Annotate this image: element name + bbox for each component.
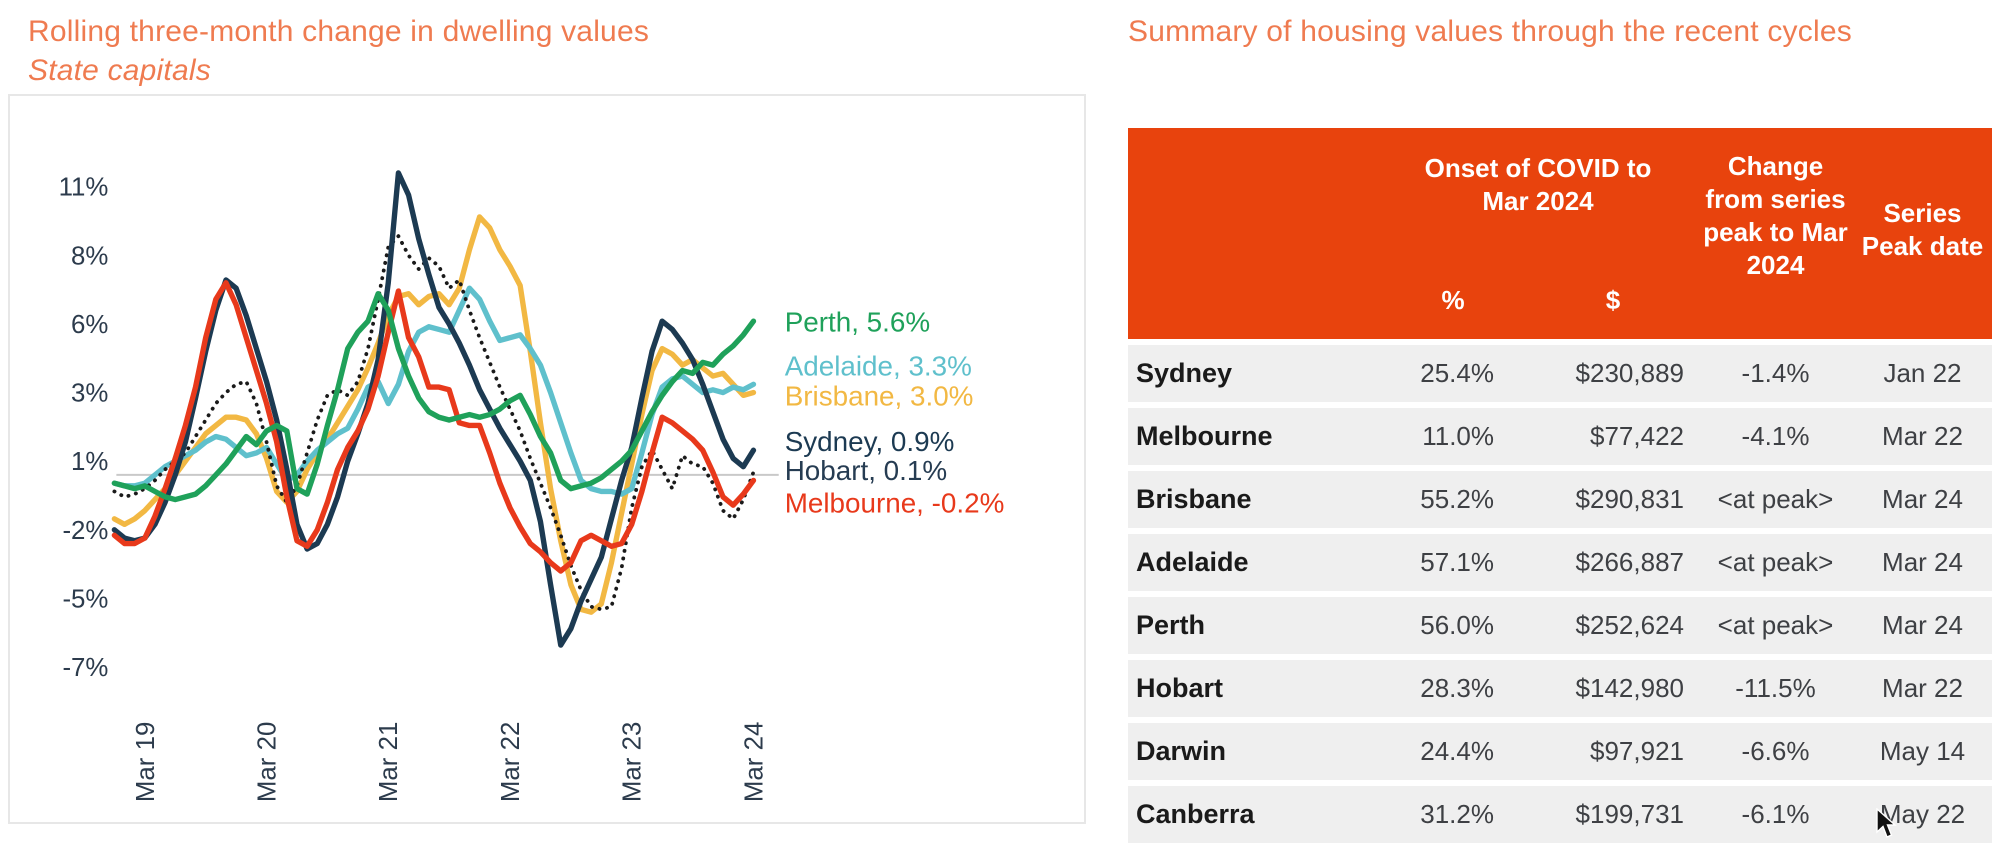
y-axis-tick: 11% [59, 174, 109, 202]
table-row-hobart: Hobart 28.3% $142,980 -11.5% Mar 22 [1128, 660, 1992, 717]
cell-pct: 11.0% [1422, 421, 1494, 451]
y-axis-tick: 6% [71, 311, 108, 339]
cell-dollar: $77,422 [1590, 421, 1684, 451]
legend-brisbane: Brisbane, 3.0% [785, 380, 974, 411]
cell-change: <at peak> [1717, 484, 1834, 514]
header-series-peak-date: Series Peak date [1861, 197, 1984, 261]
table-title: Summary of housing values through the re… [1128, 12, 1928, 51]
x-axis-tick: Mar 19 [132, 722, 160, 802]
x-axis-tick: Mar 24 [740, 722, 768, 802]
table-row-melbourne: Melbourne 11.0% $77,422 -4.1% Mar 22 [1128, 408, 1992, 465]
city-name: Canberra [1136, 799, 1255, 829]
x-axis-tick: Mar 20 [253, 722, 281, 802]
chart-subtitle: State capitals [28, 54, 211, 87]
city-name: Brisbane [1136, 484, 1252, 514]
cell-dollar: $142,980 [1575, 673, 1684, 703]
city-name: Adelaide [1136, 547, 1249, 577]
cell-pct: 31.2% [1420, 799, 1494, 829]
table-title-text: Summary of housing values through the re… [1128, 15, 1852, 48]
chart-title: Rolling three-month change in dwelling v… [28, 12, 1028, 90]
series-line-hobart [112, 234, 756, 612]
cell-change: -4.1% [1741, 421, 1810, 451]
cell-dollar: $199,731 [1575, 799, 1684, 829]
table-header: Onset of COVID to Mar 2024 % $ Change fr… [1128, 128, 1992, 339]
legend-perth: Perth, 5.6% [785, 307, 930, 338]
table-row-canberra: Canberra 31.2% $199,731 -6.1% May 22 [1128, 786, 1992, 843]
table-row-perth: Perth 56.0% $252,624 <at peak> Mar 24 [1128, 597, 1992, 654]
series-line-sydney [111, 170, 757, 648]
cell-dollar: $290,831 [1575, 484, 1684, 514]
legend-adelaide: Adelaide, 3.3% [785, 350, 972, 381]
table-row-sydney: Sydney 25.4% $230,889 -1.4% Jan 22 [1128, 345, 1992, 402]
cell-change: -11.5% [1735, 673, 1816, 703]
city-name: Hobart [1136, 673, 1223, 703]
cell-change: -1.4% [1741, 358, 1810, 388]
cell-dollar: $97,921 [1590, 736, 1684, 766]
cell-peak: May 14 [1879, 736, 1966, 766]
cell-peak: Mar 22 [1882, 421, 1963, 451]
y-axis-tick: 1% [71, 448, 108, 476]
chart-title-text: Rolling three-month change in dwelling v… [28, 15, 650, 48]
table-row-darwin: Darwin 24.4% $97,921 -6.6% May 14 [1128, 723, 1992, 780]
cell-pct: 24.4% [1420, 736, 1494, 766]
cell-change: -6.1% [1741, 799, 1810, 829]
cell-pct: 55.2% [1420, 484, 1494, 514]
header-onset-covid: Onset of COVID to Mar 2024 [1424, 153, 1652, 216]
cell-pct: 25.4% [1420, 358, 1494, 388]
header-change-from-peak: Change from series peak to Mar 2024 [1703, 151, 1848, 280]
cell-pct: 28.3% [1420, 673, 1494, 703]
legend-melbourne: Melbourne, -0.2% [785, 488, 1005, 519]
city-name: Perth [1136, 610, 1206, 640]
y-axis-tick: 8% [71, 242, 108, 270]
y-axis-tick: 3% [71, 380, 108, 408]
series-line-perth [111, 291, 757, 503]
legend-hobart: Hobart, 0.1% [785, 455, 947, 486]
mouse-cursor [1874, 807, 1900, 840]
cell-peak: Mar 22 [1882, 673, 1963, 703]
dwelling-values-chart-panel: 11% 8% 6% 3% 1% -2% -5% -7% Mar 19 Mar 20 Mar 21 Ma… [8, 94, 1086, 824]
cell-change: -6.6% [1741, 736, 1810, 766]
cell-dollar: $230,889 [1575, 358, 1684, 388]
cell-peak: Mar 24 [1882, 484, 1963, 514]
table-row-adelaide: Adelaide 57.1% $266,887 <at peak> Mar 24 [1128, 534, 1992, 591]
cell-pct: 56.0% [1420, 610, 1494, 640]
cell-dollar: $266,887 [1575, 547, 1684, 577]
y-axis-tick: -5% [62, 585, 108, 613]
cell-dollar: $252,624 [1575, 610, 1684, 640]
header-percent: % [1441, 285, 1465, 315]
x-axis-tick: Mar 21 [375, 722, 403, 802]
series-line-melbourne [111, 280, 757, 574]
cell-peak: Mar 24 [1882, 547, 1963, 577]
y-axis-tick: -2% [62, 517, 108, 545]
series-line-adelaide [111, 285, 757, 497]
table-row-brisbane: Brisbane 55.2% $290,831 <at peak> Mar 24 [1128, 471, 1992, 528]
x-axis-tick: Mar 23 [619, 722, 647, 802]
dwelling-values-chart: 11% 8% 6% 3% 1% -2% -5% -7% Mar 19 Mar 20 Mar 21 Ma… [59, 170, 1005, 802]
y-axis-tick: -7% [62, 654, 108, 682]
legend-sydney: Sydney, 0.9% [785, 426, 955, 457]
housing-values-table: Onset of COVID to Mar 2024 % $ Change fr… [1128, 128, 1992, 843]
city-name: Darwin [1136, 736, 1227, 766]
city-name: Sydney [1136, 358, 1233, 388]
cell-peak: Jan 22 [1883, 358, 1962, 388]
cell-change: <at peak> [1717, 610, 1834, 640]
city-name: Melbourne [1136, 421, 1273, 451]
cell-peak: Mar 24 [1882, 610, 1963, 640]
table-body: Sydney 25.4% $230,889 -1.4% Jan 22 Melbourne 1… [1128, 345, 1992, 843]
cell-pct: 57.1% [1420, 547, 1494, 577]
x-axis-tick: Mar 22 [497, 722, 525, 802]
cell-change: <at peak> [1717, 547, 1834, 577]
header-dollar: $ [1605, 285, 1621, 315]
